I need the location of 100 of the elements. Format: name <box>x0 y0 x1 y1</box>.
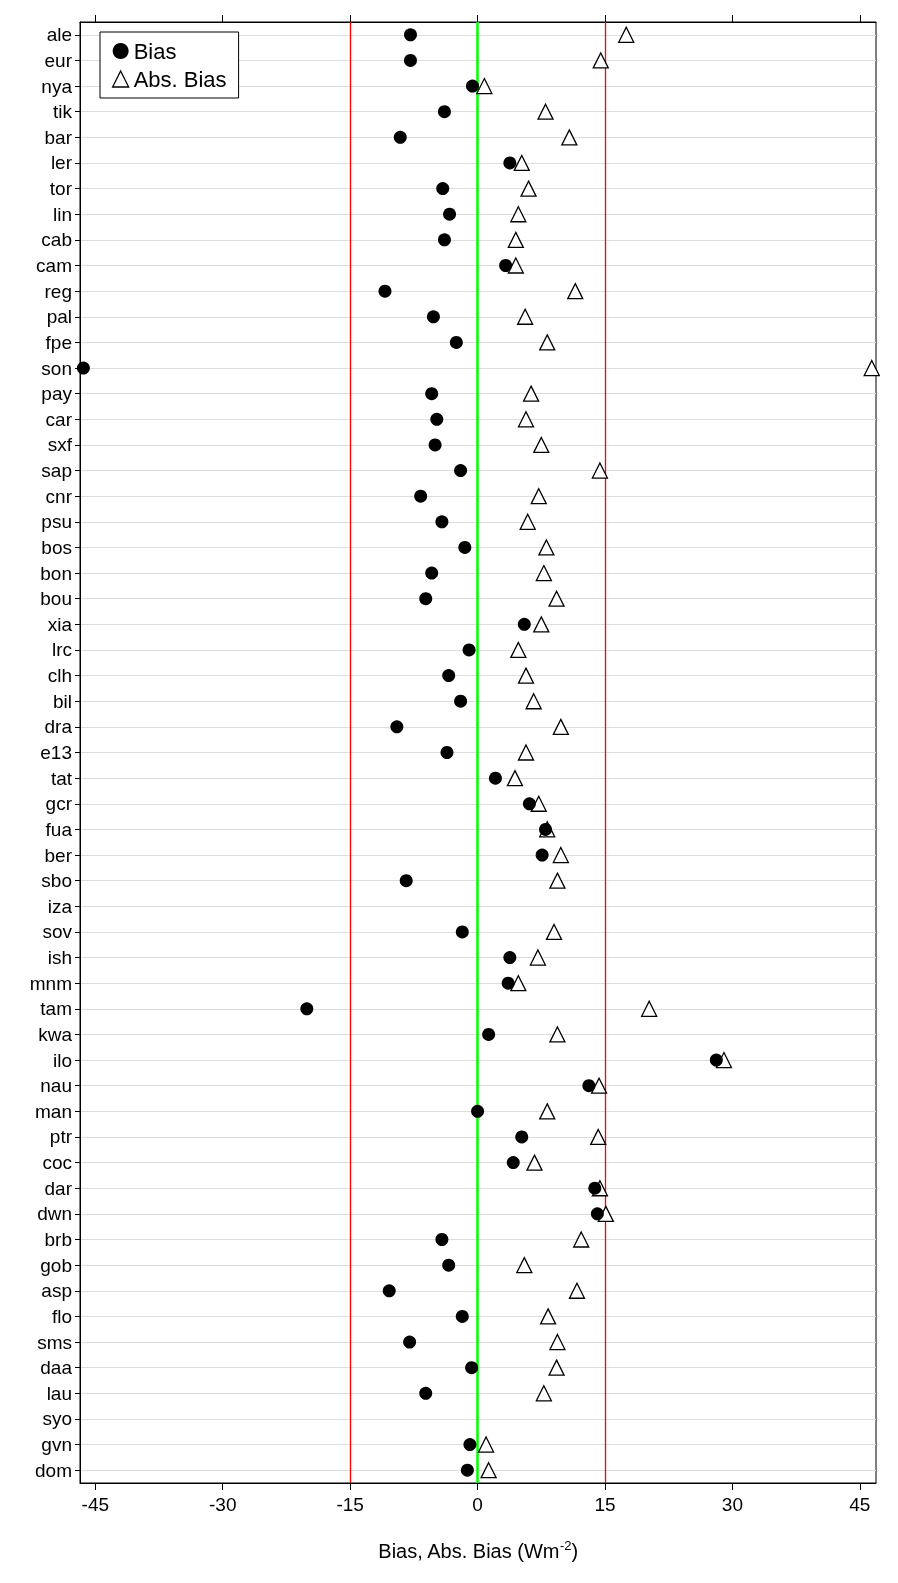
y-tick-label: gob <box>40 1254 72 1276</box>
y-tick-label: lau <box>46 1382 72 1404</box>
point <box>419 1386 433 1400</box>
y-tick-label: asp <box>41 1280 72 1302</box>
y-tick-label: iza <box>47 895 73 917</box>
y-tick-label: daa <box>40 1357 73 1379</box>
point <box>863 359 880 377</box>
point <box>552 718 569 736</box>
y-tick-label: car <box>45 408 73 430</box>
point <box>378 284 392 298</box>
y-tick-label: nya <box>41 75 73 97</box>
y-tick-label: ilo <box>52 1049 72 1071</box>
point <box>618 26 635 43</box>
y-tick-label: ber <box>44 844 73 866</box>
point <box>590 1128 607 1146</box>
point <box>517 744 535 761</box>
point <box>76 361 90 375</box>
point <box>533 436 550 454</box>
y-tick-label: xia <box>47 613 73 635</box>
legend-label: Abs. Bias <box>133 66 227 92</box>
y-tick-label: dom <box>35 1459 72 1481</box>
point <box>430 412 444 426</box>
point <box>538 539 555 556</box>
x-tick-label: 45 <box>849 1494 871 1515</box>
point <box>390 720 404 734</box>
point <box>435 515 449 529</box>
point <box>549 1333 566 1351</box>
point <box>510 206 527 223</box>
point <box>419 592 433 606</box>
x-tick-label: 0 <box>472 1494 483 1515</box>
point <box>463 1438 477 1452</box>
y-tick-label: clh <box>47 665 72 687</box>
point <box>592 52 609 69</box>
x-tick-label: 30 <box>721 1494 743 1515</box>
point <box>442 1258 456 1272</box>
point <box>510 641 527 659</box>
point <box>403 28 417 42</box>
point <box>425 387 439 401</box>
point <box>539 334 556 351</box>
point <box>709 1053 723 1067</box>
point <box>399 874 413 888</box>
point <box>516 1256 533 1274</box>
point <box>561 129 578 146</box>
point <box>548 590 565 607</box>
y-tick-label: pay <box>41 383 73 405</box>
y-tick-label: fpe <box>45 331 72 353</box>
y-tick-label: ale <box>46 24 72 46</box>
point <box>393 130 407 144</box>
point <box>476 77 493 95</box>
y-tick-label: tor <box>49 178 73 200</box>
point <box>499 259 513 272</box>
point <box>454 464 468 478</box>
y-tick-label: dwn <box>37 1203 72 1225</box>
point <box>568 1282 586 1299</box>
point <box>300 1002 314 1016</box>
point <box>458 540 472 554</box>
y-tick-label: gvn <box>41 1434 72 1456</box>
point <box>517 667 535 684</box>
y-tick-label: ler <box>50 152 73 174</box>
point <box>533 616 550 633</box>
y-tick-label: dar <box>44 1177 73 1199</box>
y-tick-label: lrc <box>51 639 72 661</box>
point <box>428 438 442 452</box>
point <box>517 411 535 428</box>
y-tick-label: cam <box>36 255 72 276</box>
y-tick-label: ish <box>47 947 72 969</box>
y-tick-label: man <box>35 1100 72 1122</box>
point <box>539 1308 557 1325</box>
point <box>522 385 540 402</box>
point <box>440 746 454 759</box>
y-tick-label: sbo <box>41 870 72 892</box>
point <box>443 207 457 221</box>
point <box>507 231 524 249</box>
y-tick-label: coc <box>42 1152 72 1174</box>
point <box>515 1130 529 1144</box>
y-tick-label: son <box>41 357 72 379</box>
point <box>641 1000 658 1017</box>
point <box>425 566 439 580</box>
point <box>426 310 440 324</box>
point <box>506 769 524 787</box>
point <box>436 182 450 196</box>
point <box>517 617 531 631</box>
point <box>501 976 515 990</box>
point <box>503 951 517 965</box>
y-tick-label: sov <box>42 921 73 943</box>
x-tick-label: 15 <box>594 1494 616 1515</box>
y-tick-label: eur <box>44 49 73 71</box>
y-tick-label: fua <box>45 818 73 840</box>
x-tick-label: -30 <box>208 1494 237 1515</box>
point <box>449 335 463 349</box>
y-tick-label: sap <box>41 460 72 482</box>
y-tick-label: dra <box>44 716 73 738</box>
y-tick-label: syo <box>42 1408 72 1430</box>
point <box>548 1359 565 1376</box>
point <box>537 103 554 120</box>
y-tick-label: bos <box>41 536 72 558</box>
y-tick-label: ptr <box>49 1126 73 1148</box>
point <box>530 488 547 505</box>
point <box>519 513 536 530</box>
y-tick-label: psu <box>41 511 72 533</box>
